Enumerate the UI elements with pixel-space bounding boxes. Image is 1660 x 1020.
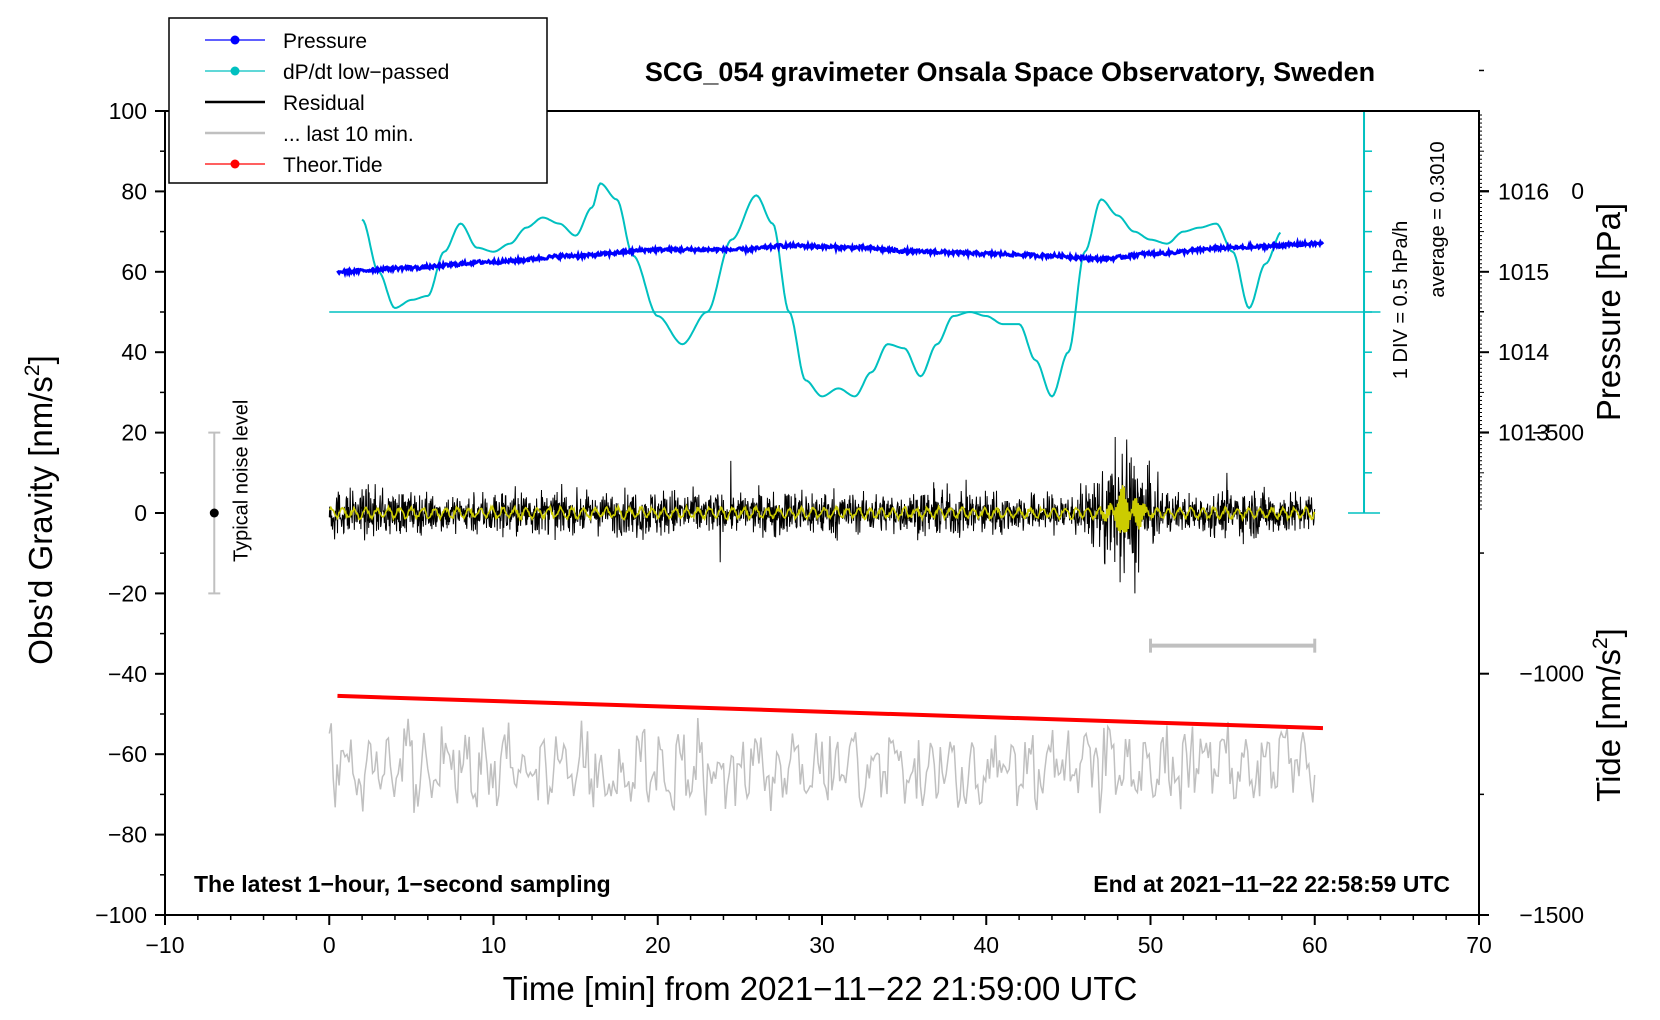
x-tick-label: 0: [323, 932, 336, 958]
dpdt-series: [361, 182, 1282, 398]
x-tick-label: −10: [145, 932, 184, 958]
residual-series: [328, 436, 1316, 594]
x-tick-label: 50: [1138, 932, 1164, 958]
average-label: average = 0.3010: [1427, 141, 1449, 297]
legend-box: [168, 17, 548, 184]
legend-label: dP/dt low−passed: [283, 61, 449, 84]
y-axis-label-pressure: Pressure [hPa]: [1590, 203, 1627, 421]
pressure-tick-label: 1014: [1498, 339, 1549, 365]
legend-marker: [230, 159, 240, 169]
y-tick-label: −60: [108, 741, 147, 767]
last-10-min-series: [328, 717, 1316, 816]
annotation-end-time: End at 2021−11−22 22:58:59 UTC: [1093, 871, 1450, 897]
y-tick-label: 0: [134, 500, 147, 526]
y-axis-label-left: Obs'd Gravity [nm/s2]: [21, 355, 59, 665]
x-tick-label: 70: [1466, 932, 1492, 958]
tide-tick-label: −1000: [1519, 661, 1584, 687]
y-tick-label: −40: [108, 661, 147, 687]
x-axis-label: Time [min] from 2021−11−22 21:59:00 UTC: [503, 970, 1138, 1007]
x-tick-label: 20: [645, 932, 671, 958]
plot-lines: [208, 110, 1381, 816]
legend-label: Theor.Tide: [283, 154, 383, 177]
x-tick-label: 10: [481, 932, 507, 958]
theor-tide-series: [337, 693, 1324, 731]
legend: Pressure dP/dt low−passed Residual ... last…: [168, 17, 548, 184]
y-tick-label: 80: [121, 178, 147, 204]
legend-marker: [230, 66, 240, 76]
y-tick-label: −80: [108, 822, 147, 848]
y-tick-label: −100: [95, 902, 147, 928]
y-axis-label-tide: Tide [nm/s2]: [1589, 628, 1627, 802]
legend-label: Pressure: [283, 30, 367, 53]
y-tick-label: 20: [121, 420, 147, 446]
x-tick-label: 40: [973, 932, 999, 958]
legend-label: ... last 10 min.: [283, 123, 414, 146]
legend-marker: [230, 35, 240, 45]
chart-title: SCG_054 gravimeter Onsala Space Observat…: [645, 57, 1375, 87]
x-tick-label: 60: [1302, 932, 1328, 958]
annotation-sampling: The latest 1−hour, 1−second sampling: [194, 871, 611, 897]
tide-tick-label: −1500: [1519, 902, 1584, 928]
pressure-tick-label: 1013: [1498, 420, 1549, 446]
div-scale-label: 1 DIV = 0.5 hPa/h: [1390, 221, 1412, 379]
residual-smoothed-series: [329, 485, 1316, 533]
y-tick-label: 100: [109, 98, 147, 124]
y-tick-label: 40: [121, 339, 147, 365]
noise-level-label: Typical noise level: [230, 400, 252, 562]
pressure-series: [336, 236, 1325, 279]
x-tick-label: 30: [809, 932, 835, 958]
y-tick-label: −20: [108, 580, 147, 606]
y-tick-label: 60: [121, 259, 147, 285]
noise-bar-center-dot: [209, 508, 219, 518]
pressure-tick-label: 1016: [1498, 178, 1549, 204]
axes: −10 0 10 20 30 40 50 60 70100806040200−20−40−60−…: [95, 69, 1584, 958]
legend-label: Residual: [283, 92, 365, 115]
tide-tick-label: 0: [1571, 178, 1584, 204]
tide-tick-label: −500: [1532, 419, 1584, 445]
pressure-tick-label: 1015: [1498, 259, 1549, 285]
